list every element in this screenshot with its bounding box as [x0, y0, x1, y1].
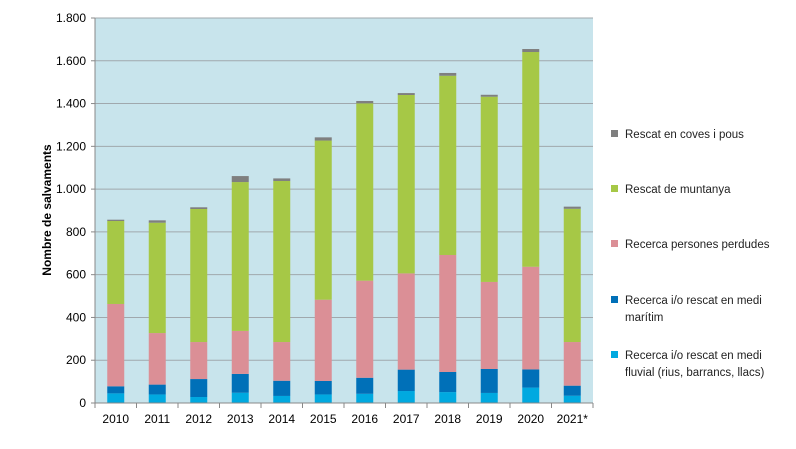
x-tick-label: 2018	[434, 412, 461, 426]
legend-label: Rescat de muntanya	[625, 184, 731, 196]
plot-area	[95, 18, 593, 403]
bar-segment	[522, 266, 540, 370]
bar-segment	[522, 49, 540, 53]
y-tick-label: 1.800	[56, 11, 86, 25]
y-tick-label: 1.400	[56, 97, 86, 111]
bar-segment	[397, 93, 415, 95]
bar-segment	[356, 103, 374, 281]
bar-segment	[314, 394, 332, 403]
y-tick-label: 800	[66, 225, 86, 239]
legend-swatch	[611, 296, 618, 303]
legend-label: Recerca i/o rescat en medi	[625, 295, 762, 307]
x-tick-label: 2021*	[557, 412, 589, 426]
bar-segment	[148, 220, 166, 223]
bar-segment	[107, 386, 125, 394]
bar-segment	[397, 95, 415, 274]
bar-segment	[314, 299, 332, 381]
bar-segment	[273, 178, 291, 181]
bar-segment	[107, 219, 125, 221]
bar-segment	[314, 380, 332, 395]
legend-swatch	[611, 185, 618, 192]
bar-segment	[231, 182, 249, 331]
bar-segment	[273, 180, 291, 343]
legend-label: Rescat en coves i pous	[625, 129, 744, 141]
bar-segment	[480, 392, 498, 403]
bar-segment	[356, 377, 374, 394]
y-tick-label: 0	[79, 396, 86, 410]
legend-swatch	[611, 351, 618, 358]
legend-label: Recerca i/o rescat en medi	[625, 350, 762, 362]
bar-segment	[148, 394, 166, 403]
bar-segment	[522, 52, 540, 267]
bar-segment	[231, 373, 249, 393]
bar-segment	[480, 96, 498, 282]
bar-segment	[190, 379, 208, 398]
x-tick-label: 2016	[351, 412, 378, 426]
bar-segment	[231, 176, 249, 183]
bar-segment	[314, 140, 332, 300]
x-tick-label: 2019	[476, 412, 503, 426]
bar-segment	[273, 342, 291, 381]
bar-segment	[190, 207, 208, 210]
bar-segment	[480, 368, 498, 393]
y-tick-label: 200	[66, 353, 86, 367]
x-tick-label: 2014	[268, 412, 295, 426]
bar-segment	[148, 222, 166, 334]
legend-swatch	[611, 130, 618, 137]
bar-segment	[190, 342, 208, 380]
y-tick-label: 400	[66, 310, 86, 324]
bar-segment	[439, 72, 457, 76]
x-tick-label: 2011	[144, 412, 170, 426]
bar-segment	[563, 342, 581, 386]
bar-segment	[563, 385, 581, 396]
bar-segment	[190, 397, 208, 403]
bar-segment	[273, 395, 291, 403]
bar-segment	[563, 395, 581, 403]
bar-segment	[148, 333, 166, 385]
y-axis-label: Nombre de salvaments	[40, 144, 54, 276]
bar-segment	[480, 94, 498, 97]
x-tick-label: 2015	[310, 412, 337, 426]
y-tick-label: 1.000	[56, 182, 86, 196]
bar-segment	[231, 392, 249, 403]
legend-label: Recerca persones perdudes	[625, 239, 770, 251]
bar-segment	[356, 393, 374, 403]
x-tick-label: 2012	[185, 412, 212, 426]
x-tick-label: 2013	[227, 412, 254, 426]
x-tick-label: 2020	[517, 412, 544, 426]
bar-segment	[439, 392, 457, 403]
bar-segment	[522, 369, 540, 388]
y-tick-label: 1.200	[56, 139, 86, 153]
bar-segment	[480, 281, 498, 369]
bar-segment	[190, 209, 208, 343]
legend-label: fluvial (rius, barrancs, llacs)	[625, 367, 764, 379]
bar-segment	[231, 330, 249, 374]
bar-segment	[148, 384, 166, 395]
bar-segment	[563, 206, 581, 209]
bar-segment	[397, 391, 415, 403]
bar-segment	[439, 254, 457, 372]
y-tick-label: 1.600	[56, 54, 86, 68]
bar-segment	[107, 393, 125, 403]
bar-segment	[439, 75, 457, 255]
bar-segment	[314, 137, 332, 141]
bar-segment	[397, 369, 415, 392]
bar-segment	[356, 100, 374, 104]
legend-label: marítim	[625, 312, 663, 324]
x-tick-label: 2010	[102, 412, 129, 426]
x-tick-label: 2017	[393, 412, 420, 426]
bar-segment	[439, 371, 457, 393]
bar-segment	[107, 303, 125, 387]
bar-segment	[522, 387, 540, 403]
bar-segment	[107, 220, 125, 304]
y-tick-label: 600	[66, 268, 86, 282]
bar-segment	[397, 273, 415, 370]
bar-segment	[273, 380, 291, 396]
bar-segment	[563, 208, 581, 343]
bar-segment	[356, 280, 374, 378]
legend-swatch	[611, 240, 618, 247]
